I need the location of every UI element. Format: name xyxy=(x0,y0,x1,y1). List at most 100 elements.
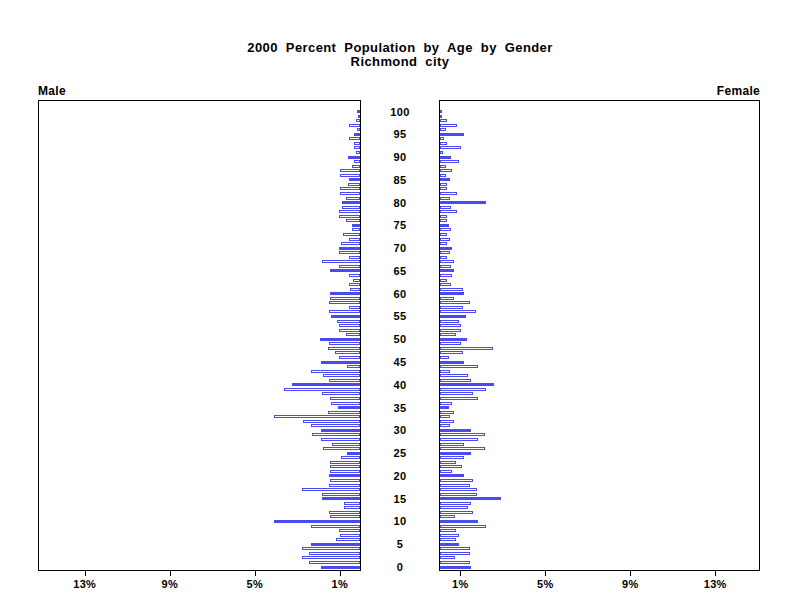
female-bar xyxy=(440,292,464,295)
male-bar xyxy=(322,493,360,496)
female-x-tick xyxy=(630,571,631,576)
male-bar xyxy=(341,242,360,245)
male-bar xyxy=(358,115,360,118)
population-pyramid-chart: 2000 Percent Population by Age by Gender… xyxy=(0,0,800,600)
age-tick-label: 0 xyxy=(365,561,435,573)
female-bar xyxy=(440,461,456,464)
age-tick-label: 45 xyxy=(365,356,435,368)
male-bar xyxy=(339,356,360,359)
female-bar xyxy=(440,119,447,122)
female-bar xyxy=(440,279,447,282)
male-bar xyxy=(321,429,360,432)
female-bar xyxy=(440,174,446,177)
female-bar xyxy=(440,269,454,272)
female-bar xyxy=(440,315,466,318)
female-bar xyxy=(440,233,447,236)
female-bar xyxy=(440,465,462,468)
female-bar xyxy=(440,497,501,500)
female-bar xyxy=(440,238,450,241)
male-bar xyxy=(349,238,360,241)
male-bar xyxy=(356,119,360,122)
female-bar xyxy=(440,515,455,518)
male-x-tick xyxy=(340,571,341,576)
male-bar xyxy=(339,215,360,218)
female-bar xyxy=(440,424,450,427)
female-bar xyxy=(440,438,478,441)
male-bar xyxy=(357,110,360,113)
male-bar xyxy=(349,283,360,286)
female-bar xyxy=(440,351,463,354)
male-x-tick xyxy=(170,571,171,576)
male-bar xyxy=(330,515,360,518)
male-bar xyxy=(321,438,360,441)
female-bar xyxy=(440,383,494,386)
male-bar xyxy=(349,306,360,309)
male-bar xyxy=(330,479,360,482)
female-bar xyxy=(440,320,459,323)
male-bar xyxy=(330,269,360,272)
male-bar xyxy=(330,461,360,464)
male-bar xyxy=(349,124,360,127)
female-bar xyxy=(440,552,470,555)
female-bar xyxy=(440,392,473,395)
male-bar xyxy=(342,206,360,209)
female-bar xyxy=(440,192,457,195)
female-bar xyxy=(440,274,452,277)
male-bar xyxy=(339,247,360,250)
male-bar xyxy=(332,443,360,446)
age-tick-label: 55 xyxy=(365,310,435,322)
female-bar xyxy=(440,447,485,450)
female-bar xyxy=(440,433,485,436)
female-bar xyxy=(440,187,447,190)
male-bar xyxy=(340,187,360,190)
female-bar xyxy=(440,206,451,209)
female-bar xyxy=(440,411,454,414)
female-bar xyxy=(440,156,451,159)
male-bar xyxy=(342,201,360,204)
male-bar xyxy=(311,525,360,528)
male-bar xyxy=(354,142,360,145)
female-x-tick-label: 13% xyxy=(693,578,737,590)
female-bar xyxy=(440,402,452,405)
male-bar xyxy=(335,351,361,354)
male-bar xyxy=(346,197,360,200)
female-bar xyxy=(440,370,450,373)
female-bar xyxy=(440,288,463,291)
male-bar xyxy=(339,265,360,268)
female-bar xyxy=(440,137,444,140)
male-bar xyxy=(339,324,360,327)
age-tick-label: 50 xyxy=(365,333,435,345)
female-bar xyxy=(440,310,476,313)
female-bar xyxy=(440,529,456,532)
male-bar xyxy=(357,128,360,131)
male-bar xyxy=(352,228,361,231)
male-bar xyxy=(338,406,360,409)
female-bar xyxy=(440,165,446,168)
female-x-tick-label: 9% xyxy=(608,578,652,590)
male-bar xyxy=(274,520,360,523)
male-bar xyxy=(339,329,360,332)
male-bar xyxy=(323,374,360,377)
male-x-tick-label: 9% xyxy=(148,578,192,590)
age-tick-label: 80 xyxy=(365,197,435,209)
female-bar xyxy=(440,547,470,550)
female-bar xyxy=(440,488,477,491)
male-bar xyxy=(336,538,360,541)
female-bar xyxy=(440,456,464,459)
chart-title-line2: Richmond city xyxy=(0,55,800,69)
female-bar xyxy=(440,224,449,227)
female-bar xyxy=(440,356,449,359)
female-bar xyxy=(440,219,447,222)
female-bar xyxy=(440,470,452,473)
female-bar xyxy=(440,406,449,409)
male-bar xyxy=(354,146,360,149)
female-bar xyxy=(440,388,486,391)
female-bar xyxy=(440,479,473,482)
female-bar xyxy=(440,502,471,505)
male-x-tick-label: 13% xyxy=(63,578,107,590)
female-bar xyxy=(440,333,456,336)
male-bar xyxy=(303,420,360,423)
age-tick-label: 25 xyxy=(365,447,435,459)
male-bar xyxy=(349,274,360,277)
female-plot-panel xyxy=(439,100,760,571)
